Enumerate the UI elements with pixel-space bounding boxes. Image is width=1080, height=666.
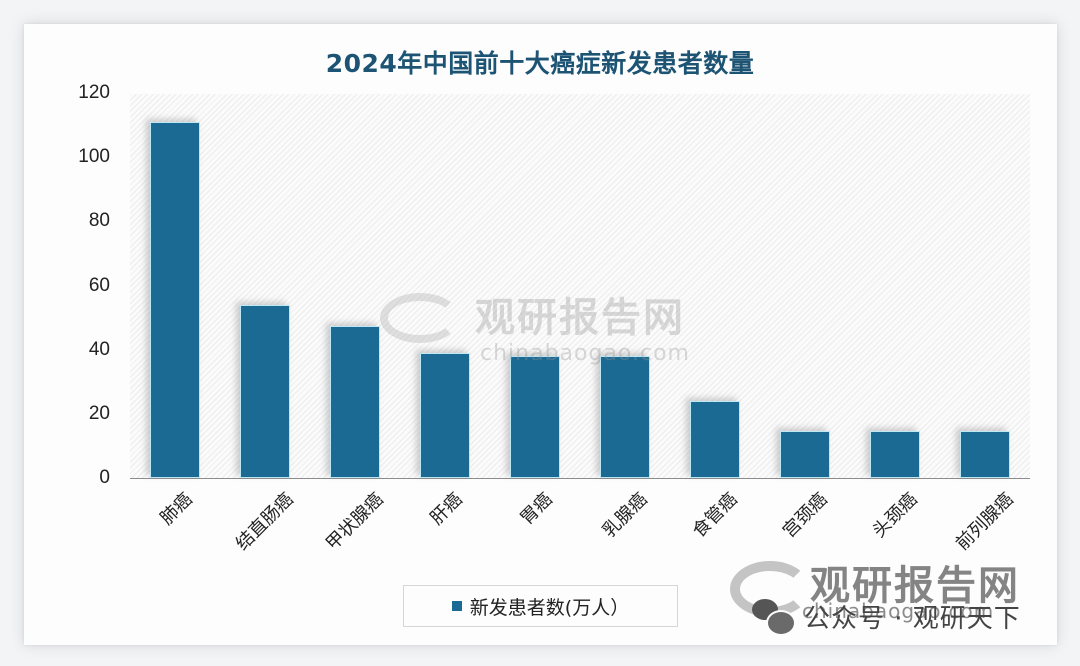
wechat-account-tag: 公众号 · 观研天下	[752, 598, 1021, 636]
bar	[150, 121, 200, 478]
bar	[600, 356, 650, 478]
bar	[870, 431, 920, 478]
bar	[240, 304, 290, 478]
y-tick-label: 40	[88, 338, 110, 360]
bar	[420, 352, 470, 478]
chart-title: 2024年中国前十大癌症新发患者数量	[325, 49, 755, 78]
y-tick-label: 0	[99, 467, 110, 488]
legend: 新发患者数(万人）	[403, 585, 678, 627]
watermark-logo-icon	[380, 293, 460, 343]
watermark-brand-en: chinabaogao.com	[802, 599, 995, 623]
y-tick-label: 80	[88, 210, 110, 232]
bar	[780, 431, 830, 478]
watermark-brand-en: chinabaogao.com	[480, 341, 690, 366]
watermark-brand-cn: 观研报告网	[810, 563, 1020, 609]
wechat-icon	[752, 598, 796, 636]
y-tick-label: 20	[88, 402, 110, 424]
y-tick-label: 60	[88, 274, 110, 296]
bar	[690, 401, 740, 478]
y-tick-label: 120	[78, 82, 110, 103]
bar	[510, 356, 560, 478]
legend-swatch-icon	[451, 601, 462, 611]
bar	[330, 325, 380, 478]
x-axis-line	[130, 478, 1030, 479]
bar	[960, 431, 1010, 478]
wechat-account-label: 公众号 · 观研天下	[804, 604, 1021, 634]
watermark-brand-cn: 观研报告网	[475, 295, 685, 341]
y-tick-label: 100	[78, 146, 110, 168]
legend-label: 新发患者数(万人）	[469, 596, 630, 619]
